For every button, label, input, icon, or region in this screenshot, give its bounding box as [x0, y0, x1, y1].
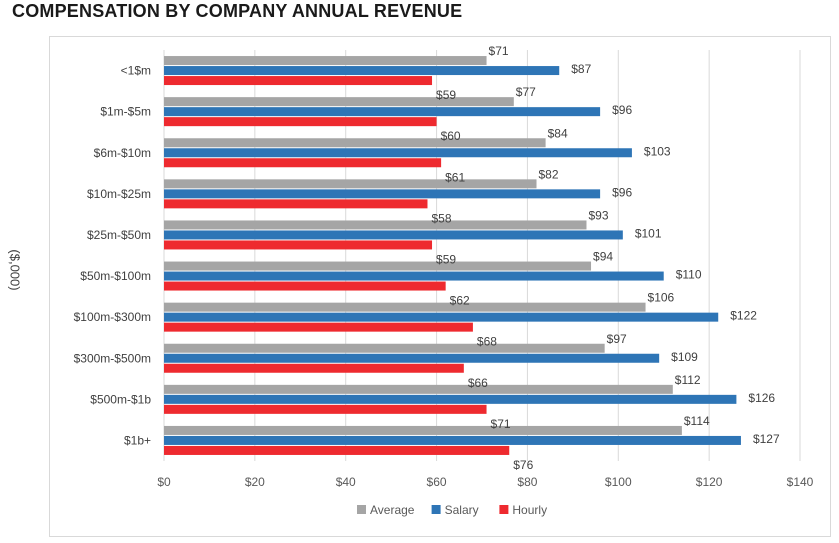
data-label: $76 — [513, 458, 533, 472]
bar-hourly — [164, 404, 487, 414]
data-label: $59 — [436, 88, 456, 102]
bar-average — [164, 56, 487, 66]
data-label: $87 — [571, 62, 591, 76]
bar-average — [164, 302, 646, 312]
data-label: $82 — [539, 167, 559, 181]
category-label: $6m-$10m — [94, 146, 151, 160]
data-label: $114 — [684, 414, 710, 428]
legend-swatch-salary — [431, 505, 441, 514]
bar-hourly — [164, 158, 442, 168]
bar-salary — [164, 148, 632, 158]
data-label: $103 — [644, 144, 671, 158]
category-label: $1m-$5m — [100, 105, 151, 119]
bar-average — [164, 138, 546, 148]
data-label: $96 — [612, 103, 632, 117]
data-label: $126 — [748, 391, 775, 405]
x-tick-label: $80 — [517, 475, 537, 489]
bar-hourly — [164, 199, 428, 209]
bar-average — [164, 384, 673, 394]
category-labels: <1$m $1m-$5m $6m-$10m $10m-$25m $25m-$50m $50… — [74, 64, 152, 448]
category-label: $25m-$50m — [87, 228, 151, 242]
data-label: $122 — [730, 309, 757, 323]
data-label: $62 — [450, 294, 470, 308]
bar-average — [164, 261, 592, 271]
category-label: $500m-$1b — [90, 392, 151, 406]
bar-salary — [164, 230, 623, 240]
bar-hourly — [164, 281, 446, 291]
category-label: $300m-$500m — [74, 351, 151, 365]
data-label: $97 — [607, 332, 627, 346]
x-tick-labels: $0 $20 $40 $60 $80 $100 $120 $140 — [157, 475, 813, 489]
bar-hourly — [164, 76, 433, 86]
data-label: $66 — [468, 376, 488, 390]
data-label: $58 — [431, 211, 451, 225]
legend-swatch-average — [357, 505, 366, 514]
data-label: $101 — [635, 226, 662, 240]
data-label: $106 — [648, 291, 675, 305]
data-label: $77 — [516, 85, 536, 99]
data-label: $93 — [588, 208, 608, 222]
data-label: $60 — [441, 129, 461, 143]
data-labels: $71 $87 $59 $77 $96 $60 $84 $103 $61 $82 $96 $58 $93… — [431, 44, 779, 472]
legend: Average Salary Hourly — [357, 503, 547, 517]
category-label: $1b+ — [124, 433, 151, 447]
category-label: $100m-$300m — [74, 310, 151, 324]
bar-salary — [164, 312, 719, 322]
chart-title: COMPENSATION BY COMPANY ANNUAL REVENUE — [12, 1, 463, 21]
data-label: $96 — [612, 185, 632, 199]
bar-average — [164, 220, 587, 230]
bar-average — [164, 343, 605, 353]
x-tick-label: $40 — [336, 475, 356, 489]
category-label: $50m-$100m — [80, 269, 151, 283]
category-label: <1$m — [121, 64, 151, 78]
bars — [164, 56, 741, 455]
chart-frame — [49, 36, 831, 537]
data-label: $109 — [671, 350, 698, 364]
bar-salary — [164, 353, 660, 363]
x-tick-label: $60 — [427, 475, 447, 489]
legend-label: Hourly — [512, 503, 547, 517]
bar-salary — [164, 66, 560, 76]
x-tick-label: $0 — [157, 475, 171, 489]
bar-salary — [164, 394, 737, 404]
data-label: $94 — [593, 250, 613, 264]
bar-average — [164, 425, 682, 435]
bar-salary — [164, 435, 741, 445]
data-label: $112 — [675, 373, 701, 387]
x-tick-label: $100 — [605, 475, 632, 489]
data-label: $68 — [477, 335, 497, 349]
bar-hourly — [164, 322, 473, 332]
data-label: $59 — [436, 252, 456, 266]
bar-salary — [164, 271, 664, 281]
category-label: $10m-$25m — [87, 187, 151, 201]
bar-salary — [164, 107, 601, 117]
data-label: $71 — [491, 417, 511, 431]
bar-average — [164, 97, 514, 107]
x-tick-label: $20 — [245, 475, 265, 489]
legend-label: Average — [370, 503, 415, 517]
bar-hourly — [164, 445, 510, 455]
legend-swatch-hourly — [499, 505, 509, 514]
bar-salary — [164, 189, 601, 199]
data-label: $84 — [548, 126, 568, 140]
bar-hourly — [164, 240, 433, 250]
bar-average — [164, 179, 537, 189]
x-tick-label: $140 — [787, 475, 814, 489]
data-label: $127 — [753, 432, 780, 446]
data-label: $110 — [676, 268, 702, 282]
data-label: $61 — [445, 170, 465, 184]
bar-hourly — [164, 117, 437, 127]
bar-hourly — [164, 363, 464, 373]
data-label: $71 — [489, 44, 509, 58]
legend-label: Salary — [445, 503, 479, 517]
x-tick-label: $120 — [696, 475, 723, 489]
